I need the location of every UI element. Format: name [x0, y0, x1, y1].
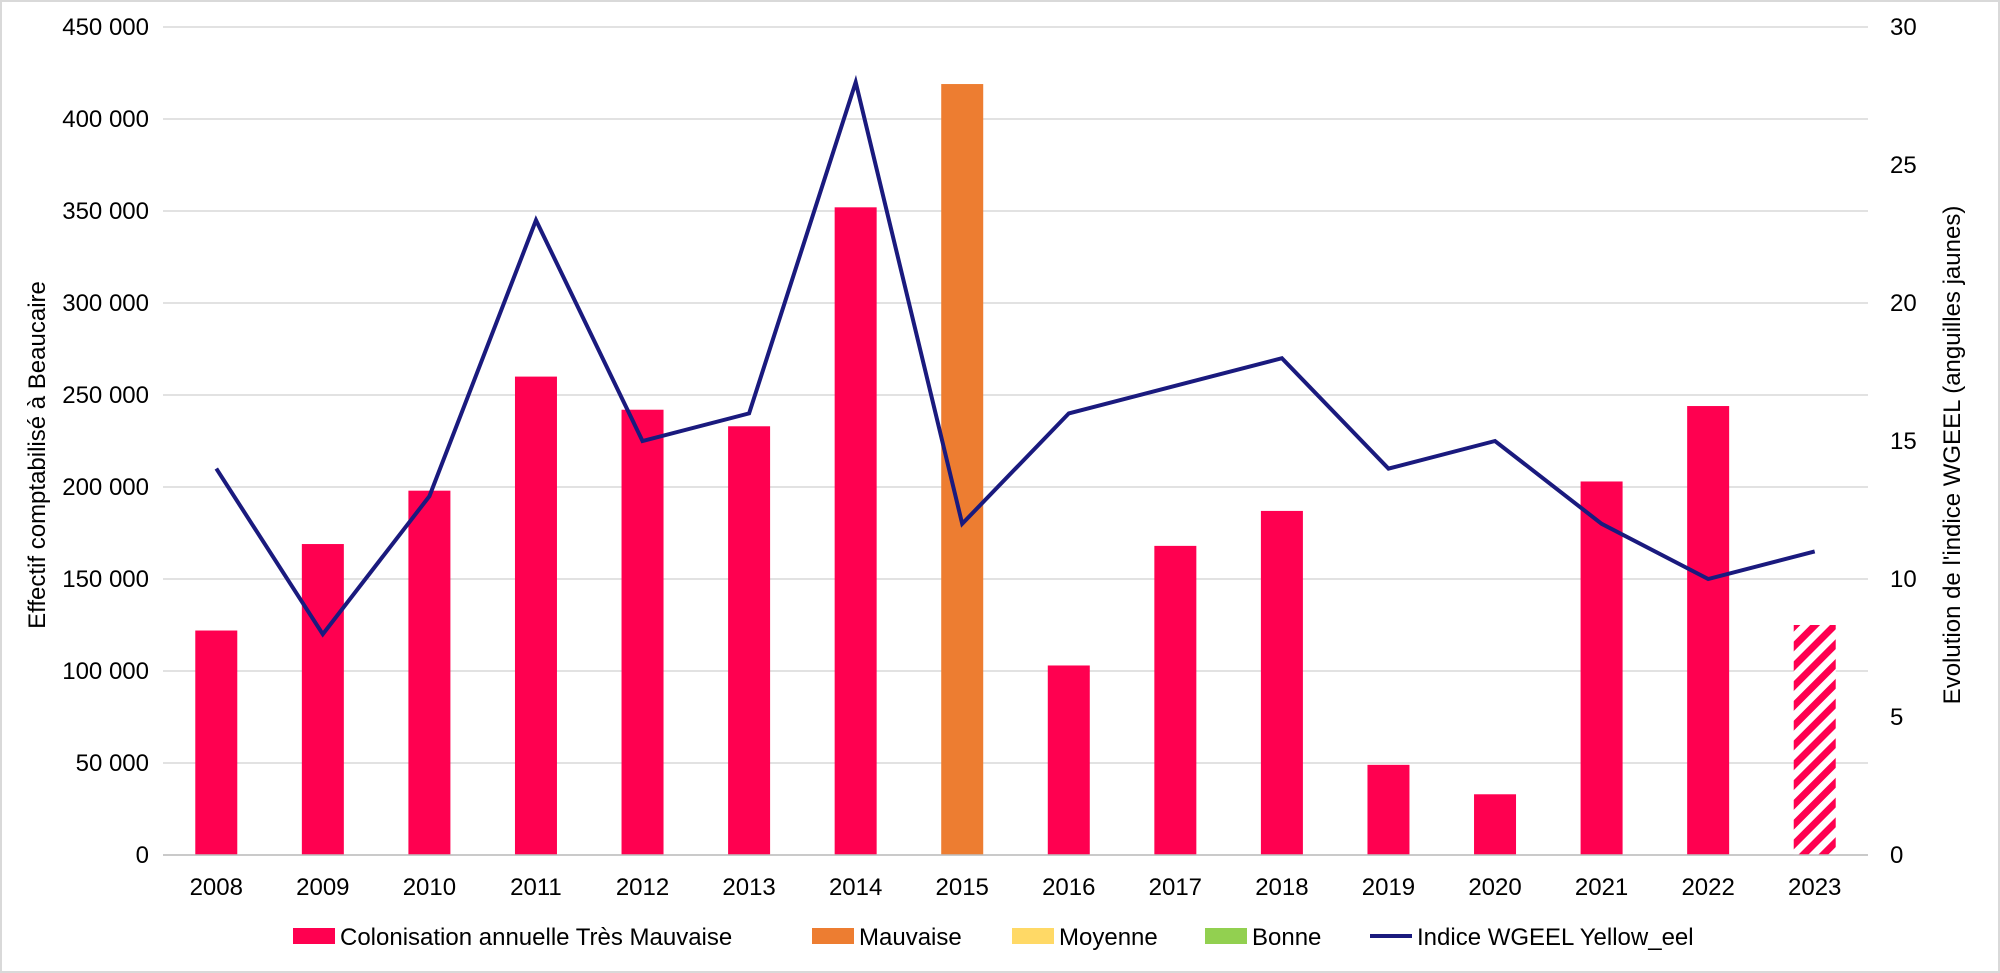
legend-swatch — [1012, 928, 1054, 944]
x-tick-label: 2014 — [829, 874, 882, 901]
x-tick-label: 2012 — [616, 874, 669, 901]
y-tick-label: 300 000 — [62, 290, 149, 317]
y2-tick-label: 25 — [1890, 152, 1917, 179]
legend-label: Colonisation annuelle Très Mauvaise — [340, 924, 732, 951]
y2-tick-label: 0 — [1890, 842, 1903, 869]
axes: 0 50 000 100 000 150 000 200 000 250 000 300 0… — [62, 14, 1916, 901]
legend-swatch — [293, 928, 335, 944]
legend-label: Mauvaise — [859, 924, 962, 951]
y-axis-title: Effectif comptabilisé à Beaucaire — [24, 281, 51, 629]
x-tick-label: 2010 — [403, 874, 456, 901]
x-tick-label: 2013 — [722, 874, 775, 901]
legend-swatch — [1205, 928, 1247, 944]
bar — [728, 426, 771, 855]
x-tick-label: 2018 — [1255, 874, 1308, 901]
x-tick-label: 2022 — [1681, 874, 1734, 901]
bar — [1474, 794, 1517, 855]
bar — [1793, 625, 1836, 855]
y2-tick-label: 20 — [1890, 290, 1917, 317]
y-tick-label: 350 000 — [62, 198, 149, 225]
x-tick-label: 2016 — [1042, 874, 1095, 901]
bar — [1580, 481, 1623, 855]
bar — [1154, 545, 1197, 855]
x-tick-label: 2008 — [190, 874, 243, 901]
bar — [408, 490, 451, 855]
bar — [195, 630, 238, 855]
y-tick-label: 450 000 — [62, 14, 149, 41]
legend-label: Bonne — [1252, 924, 1321, 951]
y-tick-label: 0 — [136, 842, 149, 869]
bar — [1687, 406, 1730, 855]
line-series — [214, 74, 1816, 638]
x-tick-label: 2020 — [1468, 874, 1521, 901]
bar — [621, 409, 664, 855]
bar-series — [195, 84, 1836, 856]
x-tick-label: 2015 — [936, 874, 989, 901]
y2-tick-label: 5 — [1890, 704, 1903, 731]
bar — [1047, 665, 1090, 855]
y2-tick-label: 15 — [1890, 428, 1917, 455]
y-tick-label: 400 000 — [62, 106, 149, 133]
bar — [834, 207, 877, 855]
y-tick-label: 250 000 — [62, 382, 149, 409]
y-tick-label: 150 000 — [62, 566, 149, 593]
y2-tick-label: 10 — [1890, 566, 1917, 593]
y2-tick-label: 30 — [1890, 14, 1917, 41]
x-tick-label: 2019 — [1362, 874, 1415, 901]
legend-label: Indice WGEEL Yellow_eel — [1417, 924, 1694, 951]
legend-swatch — [812, 928, 854, 944]
legend: Colonisation annuelle Très Mauvaise Mauva… — [293, 924, 1694, 951]
x-tick-label: 2023 — [1788, 874, 1841, 901]
y-tick-label: 50 000 — [76, 750, 149, 777]
y-tick-label: 100 000 — [62, 658, 149, 685]
x-tick-label: 2011 — [510, 874, 562, 901]
x-tick-label: 2009 — [296, 874, 349, 901]
x-tick-label: 2017 — [1149, 874, 1202, 901]
bar — [1260, 510, 1303, 855]
y2-axis-title: Evolution de l'indice WGEEL (anguilles j… — [1939, 206, 1966, 705]
bar — [514, 376, 557, 855]
x-tick-label: 2021 — [1575, 874, 1628, 901]
bar — [1367, 764, 1410, 855]
wgeel-line — [214, 74, 1816, 638]
bar — [301, 544, 344, 855]
legend-label: Moyenne — [1059, 924, 1158, 951]
y-tick-label: 200 000 — [62, 474, 149, 501]
